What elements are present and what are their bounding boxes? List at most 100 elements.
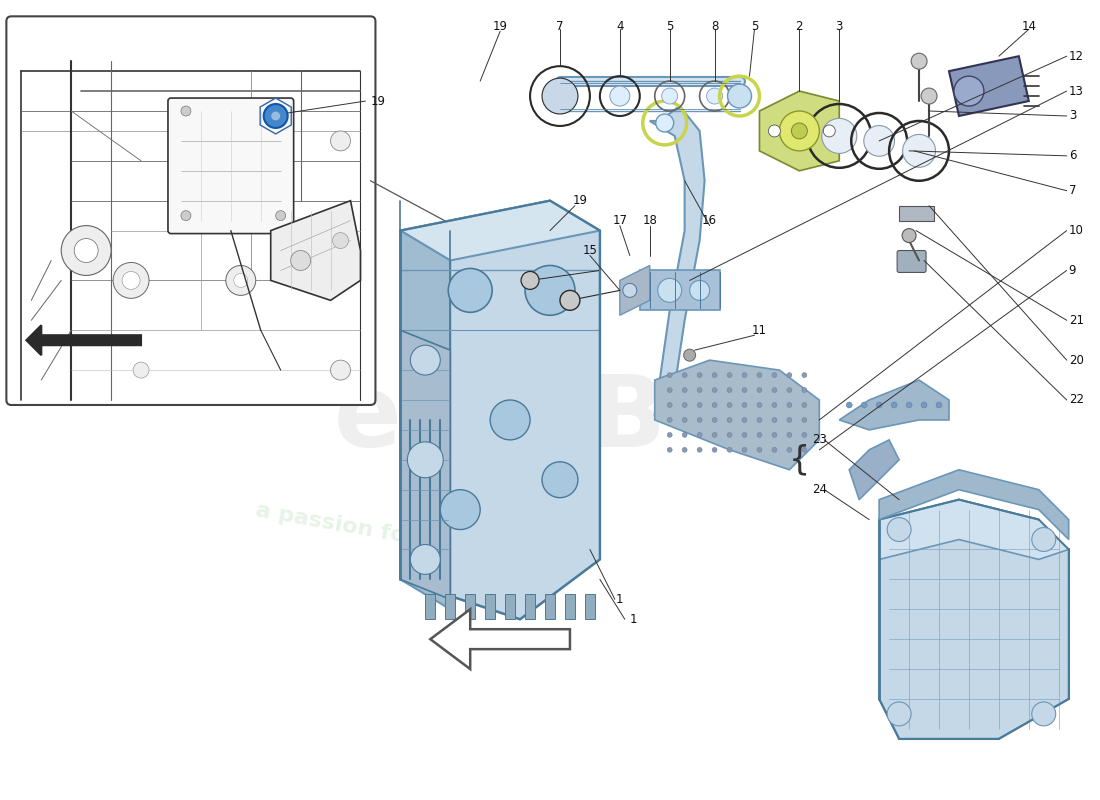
Circle shape bbox=[690, 281, 710, 300]
Circle shape bbox=[682, 373, 688, 378]
Circle shape bbox=[697, 432, 702, 438]
Circle shape bbox=[727, 387, 732, 393]
Circle shape bbox=[697, 373, 702, 378]
Circle shape bbox=[410, 545, 440, 574]
Polygon shape bbox=[619, 266, 650, 315]
Circle shape bbox=[1032, 702, 1056, 726]
Circle shape bbox=[697, 387, 702, 393]
Circle shape bbox=[791, 123, 807, 139]
Text: 3: 3 bbox=[1069, 110, 1076, 122]
Circle shape bbox=[264, 104, 288, 128]
Circle shape bbox=[802, 447, 806, 452]
Text: 23: 23 bbox=[812, 434, 827, 446]
Bar bbox=[544, 594, 556, 619]
Circle shape bbox=[727, 447, 732, 452]
Circle shape bbox=[331, 360, 351, 380]
FancyBboxPatch shape bbox=[898, 250, 926, 273]
Circle shape bbox=[742, 432, 747, 438]
Bar bbox=[485, 594, 495, 619]
Text: 16: 16 bbox=[702, 214, 717, 227]
Circle shape bbox=[877, 402, 882, 408]
Bar bbox=[446, 594, 455, 619]
Circle shape bbox=[727, 373, 732, 378]
Text: 11: 11 bbox=[752, 324, 767, 337]
Circle shape bbox=[180, 106, 191, 116]
Circle shape bbox=[449, 269, 492, 312]
Circle shape bbox=[682, 402, 688, 407]
Circle shape bbox=[802, 432, 806, 438]
Text: 3: 3 bbox=[836, 20, 843, 33]
Polygon shape bbox=[640, 270, 719, 310]
Bar bbox=[585, 594, 595, 619]
Circle shape bbox=[780, 111, 820, 151]
Circle shape bbox=[712, 418, 717, 422]
Circle shape bbox=[668, 447, 672, 452]
Text: 17: 17 bbox=[613, 214, 627, 227]
Circle shape bbox=[772, 402, 777, 407]
Polygon shape bbox=[839, 380, 949, 430]
Circle shape bbox=[757, 373, 762, 378]
Circle shape bbox=[727, 418, 732, 422]
Text: 1: 1 bbox=[616, 593, 624, 606]
Circle shape bbox=[921, 402, 927, 408]
Circle shape bbox=[742, 402, 747, 407]
Circle shape bbox=[712, 447, 717, 452]
Circle shape bbox=[861, 402, 867, 408]
Circle shape bbox=[276, 106, 286, 116]
Polygon shape bbox=[400, 330, 450, 599]
Circle shape bbox=[742, 447, 747, 452]
Text: 2: 2 bbox=[795, 20, 803, 33]
Circle shape bbox=[802, 387, 806, 393]
Text: 22: 22 bbox=[1069, 394, 1084, 406]
Circle shape bbox=[822, 118, 857, 154]
Circle shape bbox=[772, 373, 777, 378]
Polygon shape bbox=[879, 500, 1069, 739]
Circle shape bbox=[113, 262, 148, 298]
Circle shape bbox=[823, 125, 835, 137]
Circle shape bbox=[772, 432, 777, 438]
Circle shape bbox=[727, 84, 751, 108]
Circle shape bbox=[668, 418, 672, 422]
Circle shape bbox=[542, 462, 578, 498]
Circle shape bbox=[668, 387, 672, 393]
Circle shape bbox=[954, 76, 983, 106]
Polygon shape bbox=[26, 326, 141, 355]
Circle shape bbox=[887, 518, 911, 542]
Polygon shape bbox=[879, 500, 1069, 559]
Circle shape bbox=[662, 88, 678, 104]
Text: 12: 12 bbox=[1069, 50, 1084, 62]
Circle shape bbox=[891, 402, 898, 408]
Text: 8: 8 bbox=[711, 20, 718, 33]
Circle shape bbox=[712, 402, 717, 407]
Circle shape bbox=[712, 373, 717, 378]
Polygon shape bbox=[271, 201, 361, 300]
Circle shape bbox=[757, 387, 762, 393]
Circle shape bbox=[74, 238, 98, 262]
Text: 15: 15 bbox=[583, 244, 597, 257]
Circle shape bbox=[440, 490, 481, 530]
Circle shape bbox=[786, 387, 792, 393]
Circle shape bbox=[271, 111, 281, 121]
Circle shape bbox=[786, 402, 792, 407]
Text: 7: 7 bbox=[557, 20, 563, 33]
Circle shape bbox=[682, 447, 688, 452]
Text: 13: 13 bbox=[1069, 85, 1084, 98]
Circle shape bbox=[864, 126, 894, 156]
Circle shape bbox=[133, 362, 148, 378]
Circle shape bbox=[903, 134, 935, 167]
Circle shape bbox=[682, 432, 688, 438]
Circle shape bbox=[697, 418, 702, 422]
Text: a passion for parts since...: a passion for parts since... bbox=[254, 501, 586, 578]
Circle shape bbox=[609, 86, 630, 106]
Circle shape bbox=[623, 283, 637, 298]
FancyBboxPatch shape bbox=[7, 16, 375, 405]
Circle shape bbox=[727, 402, 732, 407]
Circle shape bbox=[1032, 527, 1056, 551]
Circle shape bbox=[276, 210, 286, 221]
Circle shape bbox=[682, 387, 688, 393]
Circle shape bbox=[846, 402, 852, 408]
Circle shape bbox=[742, 373, 747, 378]
Circle shape bbox=[786, 447, 792, 452]
Text: 5: 5 bbox=[751, 20, 758, 33]
FancyBboxPatch shape bbox=[168, 98, 294, 234]
